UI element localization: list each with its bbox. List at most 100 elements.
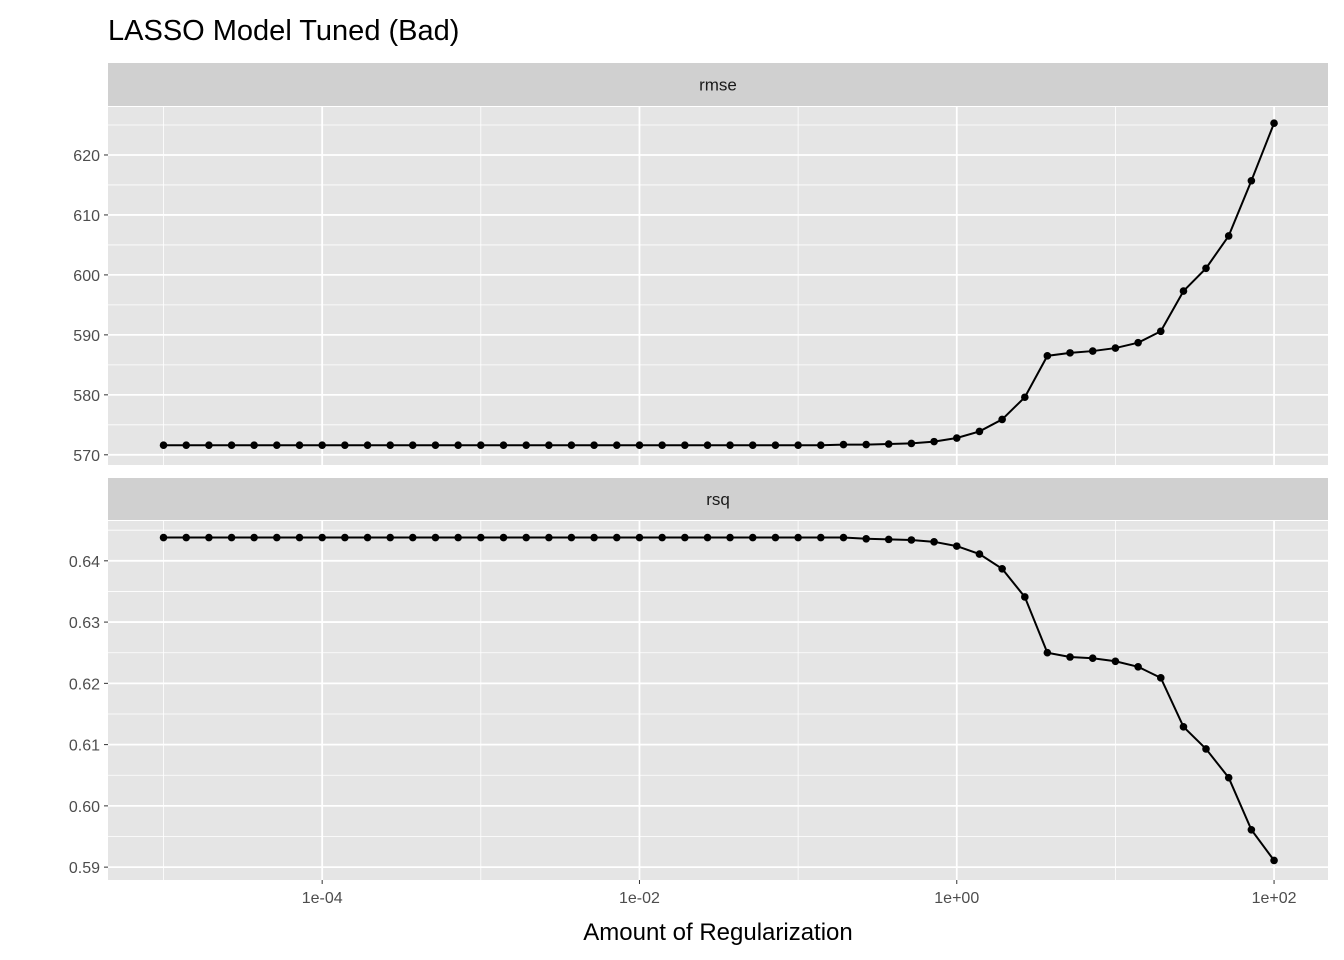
- data-point: [522, 441, 530, 450]
- data-point: [250, 441, 258, 450]
- y-tick-label: 0.64: [69, 554, 100, 571]
- data-point: [227, 441, 236, 450]
- data-point: [907, 439, 916, 448]
- data-point: [408, 533, 417, 542]
- data-point: [658, 441, 666, 450]
- x-tick-label: 1e+00: [934, 890, 979, 907]
- data-point: [182, 441, 191, 450]
- y-tick-label: 600: [73, 268, 100, 285]
- y-tick-label: 580: [73, 388, 100, 405]
- data-point: [408, 441, 417, 450]
- data-point: [612, 533, 621, 542]
- data-point: [454, 441, 462, 450]
- data-point: [771, 441, 780, 450]
- data-point: [930, 437, 938, 446]
- data-point: [590, 533, 598, 542]
- data-point: [1021, 593, 1029, 601]
- data-point: [1224, 232, 1233, 240]
- data-point: [545, 441, 553, 450]
- data-point: [159, 441, 168, 450]
- data-point: [386, 441, 395, 450]
- data-point: [1202, 745, 1210, 753]
- data-point: [499, 441, 508, 450]
- data-point: [862, 534, 870, 543]
- data-point: [386, 533, 395, 542]
- y-tick-label: 0.62: [69, 676, 100, 693]
- data-point: [1270, 856, 1278, 865]
- y-tick-label: 620: [73, 148, 100, 165]
- data-point: [998, 415, 1006, 424]
- data-point: [1179, 723, 1188, 731]
- x-tick-label: 1e-04: [302, 890, 343, 907]
- strip-label: rsq: [706, 490, 730, 509]
- y-tick-label: 0.61: [69, 738, 100, 755]
- data-point: [681, 533, 689, 542]
- y-tick-label: 610: [73, 208, 100, 225]
- data-point: [1021, 393, 1029, 402]
- data-point: [1111, 344, 1120, 352]
- data-point: [930, 538, 938, 546]
- data-point: [295, 533, 304, 542]
- y-tick-label: 570: [73, 448, 100, 465]
- data-point: [817, 441, 825, 450]
- data-point: [477, 533, 485, 542]
- data-point: [952, 542, 961, 550]
- data-point: [1179, 287, 1188, 295]
- data-point: [499, 533, 508, 542]
- data-point: [771, 533, 780, 542]
- data-point: [794, 533, 802, 542]
- data-point: [839, 533, 848, 542]
- data-point: [205, 441, 213, 450]
- strip-label: rmse: [699, 76, 737, 95]
- data-point: [273, 441, 281, 450]
- data-point: [952, 434, 961, 442]
- data-point: [748, 441, 757, 450]
- data-point: [635, 441, 644, 450]
- data-point: [794, 441, 802, 450]
- data-point: [567, 441, 576, 450]
- panel-rmse: rmse 570 580 590 600 610 620: [73, 63, 1328, 465]
- data-point: [522, 533, 530, 542]
- data-point: [182, 533, 191, 542]
- data-point: [726, 533, 734, 542]
- data-point: [341, 441, 349, 450]
- strip-rsq: [108, 478, 1328, 520]
- data-point: [590, 441, 598, 450]
- data-point: [681, 441, 689, 450]
- y-tick-label: 0.59: [69, 860, 100, 877]
- data-point: [159, 533, 168, 542]
- data-point: [1270, 119, 1278, 127]
- data-point: [1088, 347, 1097, 355]
- data-point: [1134, 338, 1142, 347]
- data-point: [884, 535, 893, 544]
- data-point: [431, 533, 440, 542]
- data-point: [318, 441, 326, 450]
- data-point: [998, 564, 1006, 573]
- panel-background: [108, 521, 1328, 880]
- data-point: [1247, 176, 1256, 185]
- data-point: [1043, 648, 1052, 657]
- data-point: [341, 533, 349, 542]
- data-point: [726, 441, 734, 450]
- data-point: [703, 441, 712, 450]
- data-point: [635, 533, 644, 542]
- data-point: [748, 533, 757, 542]
- panel-background: [108, 107, 1328, 465]
- data-point: [250, 533, 258, 542]
- y-tick-label: 590: [73, 328, 100, 345]
- chart-title: LASSO Model Tuned (Bad): [108, 15, 459, 47]
- data-point: [363, 441, 372, 450]
- data-point: [1088, 654, 1097, 663]
- data-point: [907, 536, 916, 544]
- data-point: [862, 440, 870, 449]
- data-point: [545, 533, 553, 542]
- data-point: [1224, 773, 1233, 782]
- data-point: [1066, 653, 1074, 661]
- data-point: [567, 533, 576, 542]
- data-point: [975, 427, 984, 436]
- data-point: [658, 533, 666, 542]
- y-tick-label: 0.60: [69, 799, 100, 816]
- strip-rmse: [108, 63, 1328, 106]
- data-point: [1043, 352, 1052, 360]
